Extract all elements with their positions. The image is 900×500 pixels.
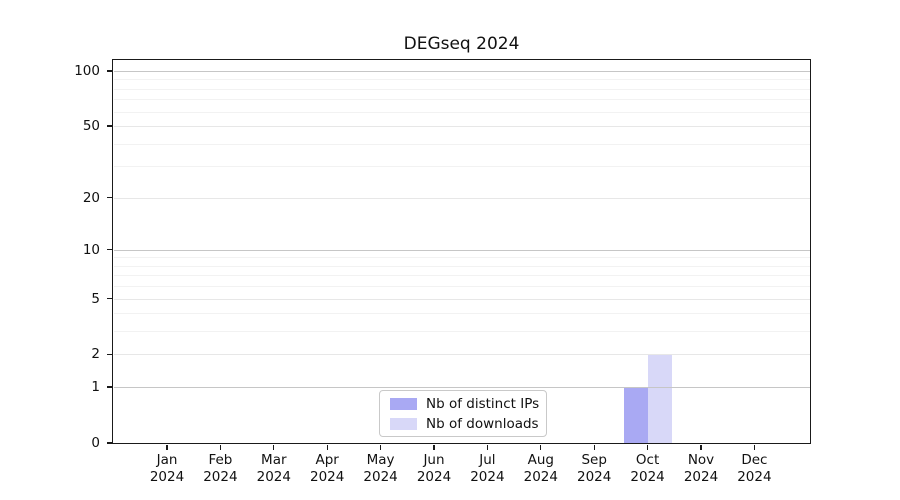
x-tick-label: Oct 2024 <box>630 452 665 485</box>
legend-label-distinct-ips: Nb of distinct IPs <box>426 395 540 412</box>
legend-swatch-downloads <box>390 417 417 430</box>
y-gridline-major <box>113 249 810 251</box>
x-tick-mark <box>379 444 382 450</box>
y-gridline-minor <box>113 275 810 277</box>
x-tick-label: May 2024 <box>363 452 398 485</box>
y-tick-label: 100 <box>74 63 100 80</box>
y-gridline <box>113 197 810 199</box>
x-tick-mark <box>753 444 756 450</box>
y-tick-label: 1 <box>91 379 100 396</box>
y-gridline-minor <box>113 111 810 113</box>
legend: Nb of distinct IPs Nb of downloads <box>379 390 547 437</box>
legend-row-distinct-ips: Nb of distinct IPs <box>390 395 540 412</box>
x-tick-mark <box>540 444 542 450</box>
y-gridline <box>113 354 810 356</box>
y-gridline-minor <box>113 286 810 288</box>
x-tick-label: Feb 2024 <box>203 452 238 485</box>
x-tick-label: Mar 2024 <box>256 452 291 485</box>
x-tick-label: Sep 2024 <box>577 452 612 485</box>
y-tick-label: 10 <box>82 241 100 258</box>
y-gridline-minor <box>113 257 810 259</box>
y-tick-mark <box>106 196 112 199</box>
y-gridline-minor <box>113 99 810 101</box>
y-gridline-minor <box>113 88 810 90</box>
y-gridline-minor <box>113 265 810 267</box>
y-gridline-minor <box>113 166 810 168</box>
legend-swatch-distinct-ips <box>390 397 417 410</box>
y-gridline <box>113 126 810 128</box>
bar-nb-of-distinct-ips <box>623 387 648 443</box>
legend-row-downloads: Nb of downloads <box>390 415 539 432</box>
plot-area <box>111 58 811 444</box>
y-tick-mark <box>106 249 112 251</box>
x-tick-label: Aug 2024 <box>523 452 558 485</box>
y-gridline-minor <box>113 143 810 145</box>
legend-label-downloads: Nb of downloads <box>426 415 539 432</box>
x-tick-mark <box>219 444 222 450</box>
y-gridline-minor <box>113 313 810 315</box>
y-gridline-minor <box>113 331 810 333</box>
chart-title: DEGseq 2024 <box>403 34 520 54</box>
y-tick-mark <box>106 125 112 127</box>
y-tick-mark <box>106 353 112 356</box>
y-tick-mark <box>106 442 112 444</box>
x-tick-mark <box>166 444 168 450</box>
y-tick-label: 20 <box>82 189 100 206</box>
x-tick-mark <box>646 444 649 450</box>
x-tick-label: Jan 2024 <box>149 452 185 485</box>
x-tick-mark <box>326 444 328 450</box>
y-tick-label: 2 <box>91 346 100 363</box>
x-tick-mark <box>486 444 489 450</box>
x-tick-mark <box>273 444 275 450</box>
y-gridline-major <box>113 387 810 389</box>
y-tick-label: 50 <box>82 118 100 135</box>
x-tick-mark <box>700 444 702 450</box>
x-tick-label: Jul 2024 <box>470 452 505 485</box>
x-tick-label: Dec 2024 <box>737 452 772 485</box>
x-tick-mark <box>433 444 435 450</box>
x-tick-label: Apr 2024 <box>310 452 345 485</box>
y-gridline-major <box>113 71 810 73</box>
y-tick-label: 5 <box>91 290 100 307</box>
x-tick-label: Jun 2024 <box>416 452 452 485</box>
y-gridline-minor <box>113 79 810 81</box>
x-tick-mark <box>593 444 595 450</box>
x-tick-label: Nov 2024 <box>683 452 719 485</box>
y-tick-label: 0 <box>91 435 100 451</box>
y-gridline <box>113 298 810 300</box>
y-tick-mark <box>106 386 112 388</box>
y-tick-mark <box>106 297 112 300</box>
bar-nb-of-downloads <box>647 354 672 443</box>
y-tick-mark <box>106 70 112 72</box>
